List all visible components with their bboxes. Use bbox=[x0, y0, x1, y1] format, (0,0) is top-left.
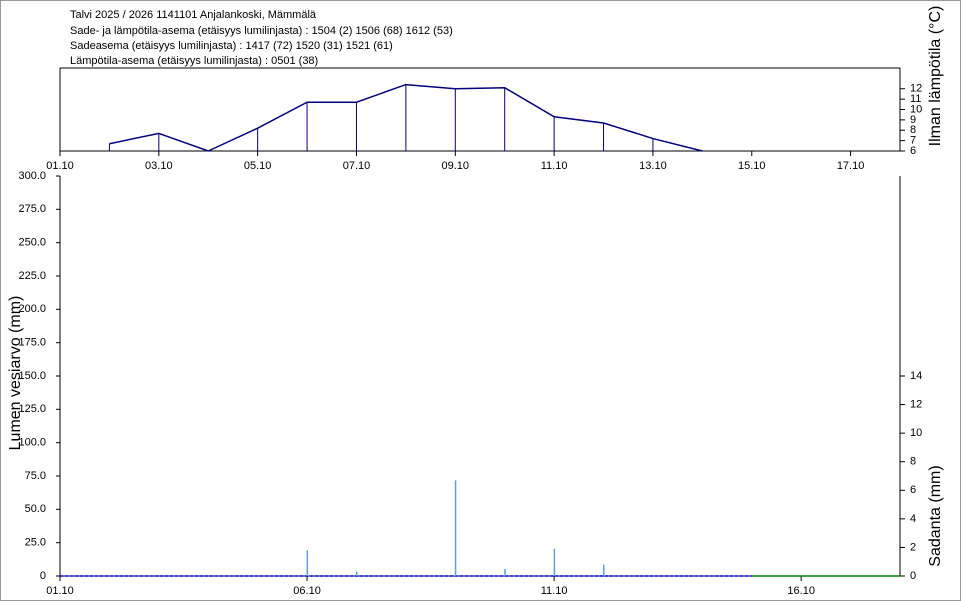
x-tick-label: 17.10 bbox=[837, 160, 865, 172]
y-axis-label: Ilman lämpötila (°C) bbox=[927, 6, 944, 147]
x-tick-label: 05.10 bbox=[244, 160, 272, 172]
x-tick-label: 16.10 bbox=[787, 585, 815, 597]
y-tick-label: 100.0 bbox=[18, 437, 46, 449]
x-tick-label: 15.10 bbox=[738, 160, 766, 172]
y-tick-label: 9 bbox=[910, 114, 916, 126]
y-tick-label: 6 bbox=[910, 145, 916, 157]
line-series bbox=[109, 83, 703, 152]
y-tick-label: 11 bbox=[910, 93, 921, 105]
y2-tick-label: 12 bbox=[910, 398, 922, 410]
y-tick-label: 10 bbox=[910, 103, 922, 115]
x-tick-label: 01.10 bbox=[46, 585, 74, 597]
y2-axis-label: Sadanta (mm) bbox=[927, 465, 944, 566]
y-tick-label: 8 bbox=[910, 124, 916, 136]
y-tick-label: 250.0 bbox=[18, 237, 46, 249]
header-line: Lämpötila-asema (etäisyys lumilinjasta) … bbox=[70, 55, 318, 67]
y-tick-label: 125.0 bbox=[18, 403, 46, 415]
x-tick-label: 13.10 bbox=[639, 160, 667, 172]
bar bbox=[504, 568, 506, 576]
x-tick-label: 03.10 bbox=[145, 160, 173, 172]
y2-tick-label: 0 bbox=[910, 570, 916, 582]
x-tick-label: 09.10 bbox=[442, 160, 470, 172]
header-line: Talvi 2025 / 2026 1141101 Anjalankoski, … bbox=[70, 9, 317, 21]
y-tick-label: 50.0 bbox=[25, 503, 46, 515]
y-tick-label: 12 bbox=[910, 83, 922, 95]
x-tick-label: 11.10 bbox=[541, 160, 568, 172]
y-tick-label: 7 bbox=[910, 135, 916, 147]
x-tick-label: 07.10 bbox=[343, 160, 371, 172]
y2-tick-label: 4 bbox=[910, 513, 916, 525]
y-tick-label: 0 bbox=[40, 570, 46, 582]
y-tick-label: 225.0 bbox=[18, 270, 46, 282]
y-axis-label: Lumen vesiarvo (mm) bbox=[7, 296, 24, 451]
header-line: Sadeasema (etäisyys lumilinjasta) : 1417… bbox=[70, 40, 393, 52]
bar bbox=[553, 548, 556, 576]
bar bbox=[355, 571, 358, 576]
header-line: Sade- ja lämpötila-asema (etäisyys lumil… bbox=[70, 25, 453, 37]
bar bbox=[603, 564, 605, 576]
y-tick-label: 300.0 bbox=[18, 170, 46, 182]
x-tick-label: 06.10 bbox=[293, 585, 321, 597]
y-tick-label: 25.0 bbox=[25, 537, 46, 549]
y-tick-label: 275.0 bbox=[18, 203, 46, 215]
y-tick-label: 175.0 bbox=[18, 337, 46, 349]
y2-tick-label: 14 bbox=[910, 370, 922, 382]
x-tick-label: 01.10 bbox=[46, 160, 74, 172]
x-tick-label: 11.10 bbox=[541, 585, 568, 597]
y-tick-label: 75.0 bbox=[25, 470, 46, 482]
y-tick-label: 200.0 bbox=[18, 303, 46, 315]
y2-tick-label: 6 bbox=[910, 484, 916, 496]
y-tick-label: 150.0 bbox=[18, 370, 46, 382]
bar bbox=[306, 550, 309, 576]
bar bbox=[454, 480, 457, 576]
y2-tick-label: 8 bbox=[910, 456, 916, 468]
y2-tick-label: 10 bbox=[910, 427, 922, 439]
y2-tick-label: 2 bbox=[910, 541, 916, 553]
